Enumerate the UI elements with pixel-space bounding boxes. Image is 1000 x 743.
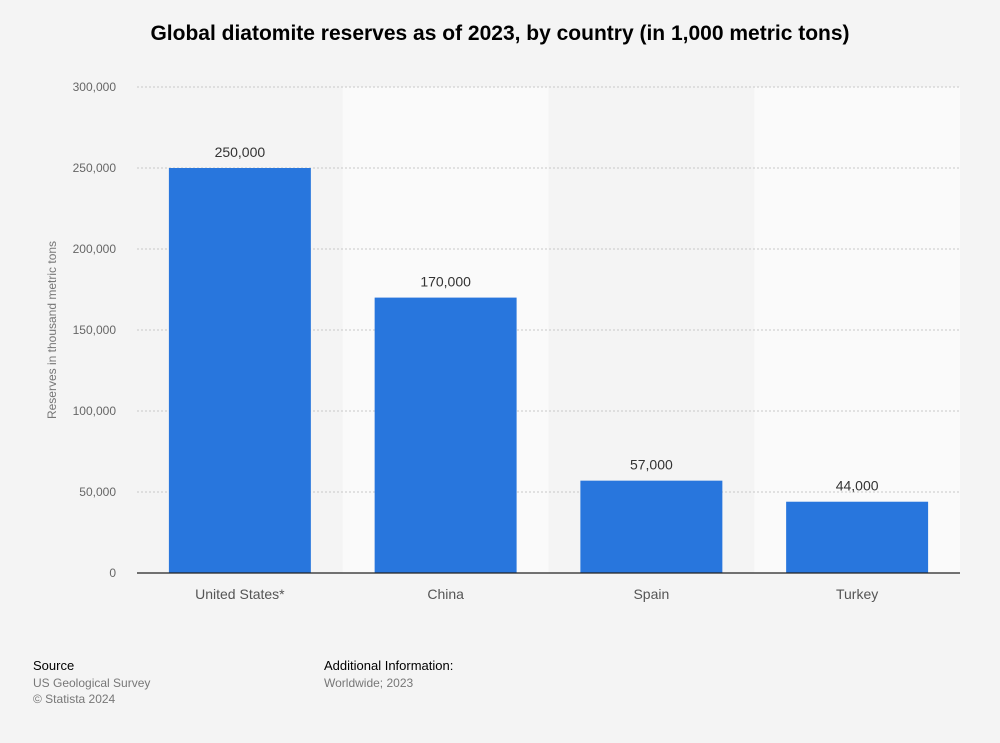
bar bbox=[374, 297, 517, 573]
bar bbox=[786, 501, 929, 573]
source-line: US Geological Survey bbox=[33, 676, 151, 690]
additional-info-text: Worldwide; 2023 bbox=[324, 676, 414, 690]
y-tick-label: 50,000 bbox=[79, 485, 116, 499]
data-label: 57,000 bbox=[630, 457, 673, 473]
source-heading: Source bbox=[33, 658, 75, 673]
y-axis-title: Reserves in thousand metric tons bbox=[45, 241, 59, 419]
copyright-line: © Statista 2024 bbox=[33, 692, 116, 706]
y-tick-label: 150,000 bbox=[73, 323, 117, 337]
data-label: 44,000 bbox=[836, 478, 879, 494]
y-tick-label: 250,000 bbox=[73, 161, 117, 175]
additional-info-block: Additional Information: Worldwide; 2023 bbox=[324, 658, 453, 691]
y-tick-label: 200,000 bbox=[73, 242, 117, 256]
bar bbox=[580, 480, 723, 573]
data-label: 250,000 bbox=[215, 144, 266, 160]
y-tick-label: 0 bbox=[109, 566, 116, 580]
x-tick-label: Spain bbox=[633, 586, 669, 602]
x-tick-label: China bbox=[427, 586, 464, 602]
y-tick-label: 100,000 bbox=[73, 404, 117, 418]
source-block: Source US Geological Survey © Statista 2… bbox=[33, 658, 150, 707]
x-tick-label: Turkey bbox=[836, 586, 878, 602]
bar bbox=[168, 168, 311, 573]
chart-title: Global diatomite reserves as of 2023, by… bbox=[150, 22, 850, 45]
x-tick-label: United States* bbox=[195, 586, 285, 602]
y-tick-label: 300,000 bbox=[73, 80, 117, 94]
additional-info-heading: Additional Information: bbox=[324, 658, 454, 673]
data-label: 170,000 bbox=[420, 274, 471, 290]
bar-chart: 0 50,000 100,000 150,000 200,000 250,000 300,0… bbox=[45, 80, 960, 602]
